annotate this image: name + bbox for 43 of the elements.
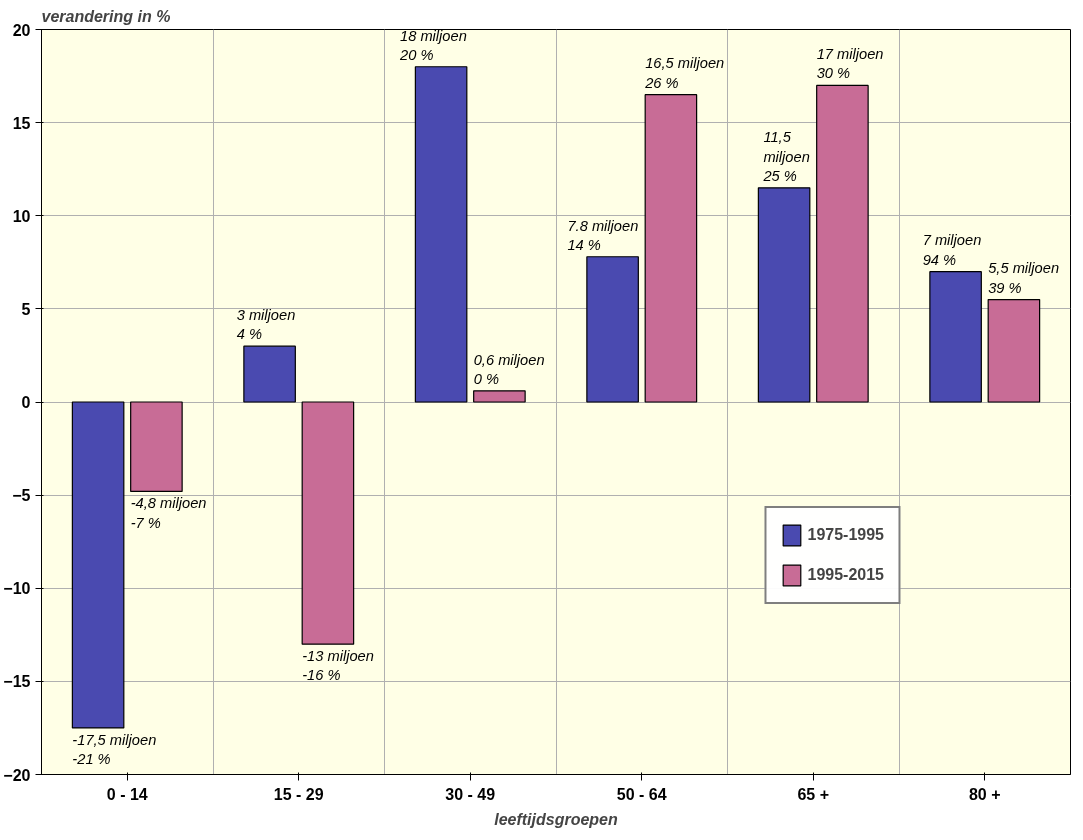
data-label: 17 miljoen 30 % bbox=[816, 46, 884, 82]
x-tick-label: 0 - 14 bbox=[106, 785, 148, 803]
data-label: 5,5 miljoen 39 % bbox=[988, 260, 1060, 296]
bar bbox=[644, 94, 698, 403]
y-tick-label: −5 bbox=[12, 487, 31, 505]
bar bbox=[130, 401, 183, 492]
bar bbox=[473, 390, 526, 403]
y-tick-label: 0 bbox=[21, 394, 31, 411]
data-label: 3 miljoen 4 % bbox=[236, 306, 296, 343]
data-label: 7.8 miljoen 14 % bbox=[567, 217, 639, 253]
y-tick-label: 10 bbox=[12, 207, 31, 225]
data-label: 16,5 miljoen 26 % bbox=[644, 55, 725, 91]
bar bbox=[414, 66, 468, 403]
data-label: 11,5 miljoen 25 % bbox=[762, 129, 810, 184]
x-tick-label: 65 + bbox=[797, 785, 830, 803]
x-tick-label: 50 - 64 bbox=[616, 785, 667, 803]
bar bbox=[243, 345, 296, 403]
bar bbox=[929, 271, 982, 403]
data-label: -17,5 miljoen -21 % bbox=[72, 731, 157, 768]
data-label: 7 miljoen 94 % bbox=[922, 232, 982, 268]
y-tick-label: 5 bbox=[21, 300, 31, 318]
y-tick-label: 20 bbox=[12, 21, 31, 39]
bar bbox=[301, 401, 355, 645]
x-tick-label: 15 - 29 bbox=[273, 785, 324, 803]
bar bbox=[586, 256, 639, 403]
y-tick-label: 15 bbox=[12, 114, 31, 132]
data-label: -13 miljoen -16 % bbox=[302, 648, 374, 684]
y-tick-label: −20 bbox=[3, 766, 31, 784]
x-tick-label: 80 + bbox=[968, 785, 1001, 803]
legend-label: 1995-2015 bbox=[807, 566, 884, 584]
x-tick-label: 30 - 49 bbox=[445, 785, 496, 803]
y-tick-label: −10 bbox=[3, 580, 31, 598]
data-label: 18 miljoen 20 % bbox=[399, 27, 467, 63]
y-axis-title: verandering in % bbox=[41, 7, 171, 25]
y-tick-label: −15 bbox=[3, 673, 31, 691]
bar bbox=[757, 187, 811, 403]
bar bbox=[987, 298, 1041, 403]
data-label: -4,8 miljoen -7 % bbox=[130, 495, 207, 531]
data-label: 0,6 miljoen 0 % bbox=[473, 351, 545, 387]
x-axis-title: leeftijdsgroepen bbox=[494, 810, 619, 828]
legend-label: 1975-1995 bbox=[807, 526, 884, 544]
bar bbox=[816, 84, 869, 403]
bar bbox=[71, 401, 125, 729]
